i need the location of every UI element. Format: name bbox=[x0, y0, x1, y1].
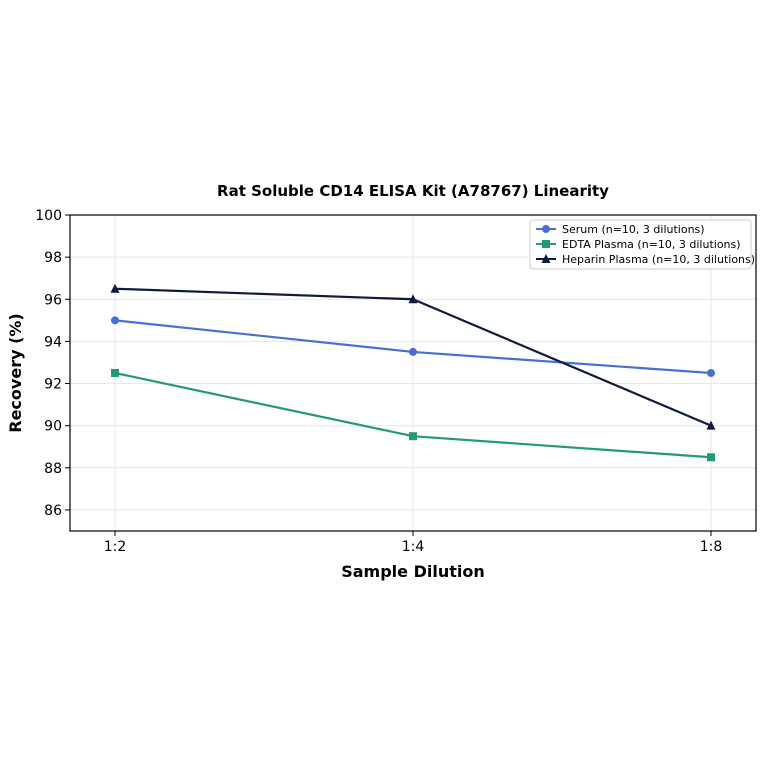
data-point bbox=[706, 420, 716, 430]
x-tick-label: 1:2 bbox=[104, 539, 127, 555]
data-point bbox=[707, 369, 715, 377]
legend-label: EDTA Plasma (n=10, 3 dilutions) bbox=[562, 238, 741, 251]
y-tick-label: 92 bbox=[44, 377, 62, 393]
series-layer bbox=[110, 283, 716, 462]
legend: Serum (n=10, 3 dilutions) EDTA Plasma (n=… bbox=[529, 219, 755, 270]
x-tick-label: 1:8 bbox=[700, 539, 723, 555]
legend-marker bbox=[542, 240, 550, 248]
y-tick-label: 94 bbox=[44, 334, 62, 350]
y-tick-label: 86 bbox=[44, 503, 62, 519]
data-point bbox=[409, 347, 417, 356]
legend-box bbox=[529, 219, 752, 270]
y-axis-label: Recovery (%) bbox=[6, 313, 25, 432]
legend-label: Serum (n=10, 3 dilutions) bbox=[562, 223, 705, 236]
axis-ticks: 86 88 90 92 94 96 98 100 1:2 1:4 1:8 bbox=[35, 208, 722, 555]
x-axis-label: Sample Dilution bbox=[341, 562, 485, 581]
chart-title: Rat Soluble CD14 ELISA Kit (A78767) Line… bbox=[217, 182, 609, 200]
y-tick-label: 96 bbox=[44, 292, 62, 308]
data-point bbox=[110, 283, 120, 293]
y-tick-label: 88 bbox=[44, 461, 62, 477]
y-tick-label: 98 bbox=[44, 250, 62, 266]
legend-marker bbox=[542, 225, 550, 233]
data-point bbox=[111, 369, 119, 377]
data-point bbox=[111, 316, 119, 325]
data-point bbox=[408, 294, 418, 304]
legend-label: Heparin Plasma (n=10, 3 dilutions) bbox=[562, 253, 755, 266]
legend-marker bbox=[541, 254, 551, 263]
y-tick-label: 90 bbox=[44, 419, 62, 435]
y-tick-label: 100 bbox=[35, 208, 62, 224]
x-tick-label: 1:4 bbox=[402, 539, 425, 555]
data-point bbox=[707, 453, 715, 462]
data-point bbox=[409, 432, 417, 441]
